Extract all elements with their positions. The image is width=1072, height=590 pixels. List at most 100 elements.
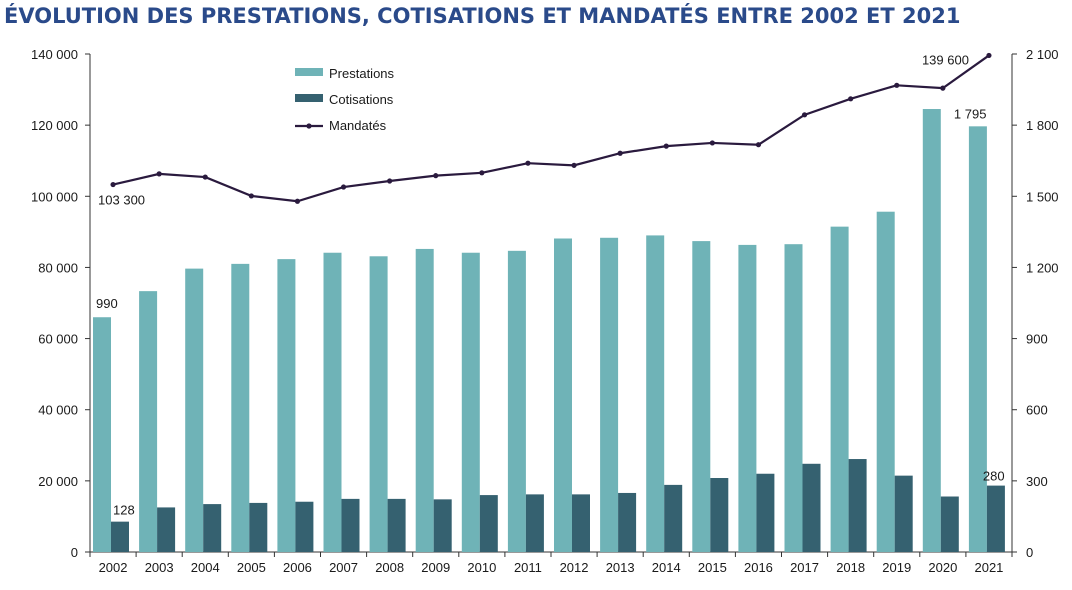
legend-label-prestations: Prestations <box>329 66 395 81</box>
left-tick-label: 20 000 <box>38 474 78 489</box>
bar-cotisations <box>387 498 406 552</box>
legend-label-cotisations: Cotisations <box>329 92 394 107</box>
x-tick-label: 2013 <box>606 560 635 575</box>
right-tick-label: 900 <box>1026 332 1048 347</box>
left-tick-label: 80 000 <box>38 260 78 275</box>
bar-prestations <box>507 250 526 553</box>
point-mandates <box>755 142 762 148</box>
point-mandates <box>617 150 623 156</box>
bar-prestations <box>231 263 250 552</box>
x-tick-label: 2015 <box>698 560 727 575</box>
bar-prestations <box>784 244 803 552</box>
bar-cotisations <box>572 494 590 552</box>
left-tick-label: 60 000 <box>38 332 78 347</box>
left-tick-label: 0 <box>71 545 78 560</box>
right-tick-label: 1 200 <box>1026 260 1059 275</box>
x-tick-label: 2012 <box>560 560 589 575</box>
right-tick-label: 1 500 <box>1026 189 1059 204</box>
point-mandates <box>340 184 347 190</box>
point-mandates <box>110 181 116 188</box>
x-tick-label: 2004 <box>191 560 220 575</box>
data-label-prestations-2021: 1 795 <box>954 106 987 121</box>
bar-cotisations <box>111 521 129 552</box>
point-mandates <box>479 170 485 176</box>
point-mandates <box>801 112 808 118</box>
point-mandates <box>387 178 393 184</box>
bar-prestations <box>554 238 572 553</box>
data-label-mandates-2002: 103 300 <box>98 193 145 208</box>
bar-prestations <box>876 211 895 552</box>
x-tick-label: 2010 <box>467 560 496 575</box>
bar-prestations <box>185 268 204 552</box>
bar-cotisations <box>848 459 867 552</box>
x-tick-label: 2011 <box>514 560 542 575</box>
left-tick-label: 120 000 <box>31 118 78 133</box>
point-mandates <box>894 82 900 88</box>
data-label-cotisations-2021: 280 <box>983 469 1005 484</box>
x-tick-label: 2002 <box>99 560 128 575</box>
bar-prestations <box>93 317 111 552</box>
data-label-prestations-2002: 990 <box>96 296 118 311</box>
bar-prestations <box>968 126 987 552</box>
bar-prestations <box>139 291 158 552</box>
bar-cotisations <box>894 475 913 552</box>
legend-marker-mandates <box>306 123 312 129</box>
bar-prestations <box>415 248 434 552</box>
x-tick-label: 2014 <box>652 560 681 575</box>
bar-prestations <box>738 244 757 552</box>
bar-cotisations <box>986 485 1005 552</box>
x-tick-label: 2009 <box>421 560 450 575</box>
bar-cotisations <box>295 501 314 552</box>
bar-cotisations <box>479 495 498 552</box>
bar-prestations <box>277 259 296 552</box>
right-tick-label: 2 100 <box>1026 47 1059 62</box>
point-mandates <box>986 52 992 59</box>
bar-prestations <box>461 252 480 552</box>
data-label-mandates-2021: 139 600 <box>922 52 969 67</box>
point-mandates <box>525 160 531 166</box>
x-tick-label: 2019 <box>882 560 911 575</box>
x-tick-label: 2017 <box>790 560 819 575</box>
bar-cotisations <box>710 478 729 552</box>
point-mandates <box>663 143 669 149</box>
x-tick-label: 2006 <box>283 560 312 575</box>
bar-cotisations <box>525 494 544 552</box>
x-tick-label: 2005 <box>237 560 266 575</box>
point-mandates <box>571 162 577 168</box>
bar-prestations <box>600 237 619 553</box>
bar-cotisations <box>249 502 268 552</box>
right-tick-label: 300 <box>1026 474 1048 489</box>
point-mandates <box>848 96 854 102</box>
left-tick-label: 100 000 <box>31 189 78 204</box>
bar-prestations <box>323 252 342 552</box>
legend-swatch-prestations <box>295 68 323 76</box>
bar-cotisations <box>203 504 222 552</box>
point-mandates <box>433 173 439 179</box>
point-mandates <box>202 174 208 180</box>
bar-cotisations <box>664 484 683 552</box>
point-mandates <box>248 193 254 199</box>
bar-prestations <box>692 241 711 552</box>
left-tick-label: 40 000 <box>38 403 78 418</box>
x-tick-label: 2016 <box>744 560 773 575</box>
legend-swatch-cotisations <box>295 94 323 102</box>
point-mandates <box>940 85 946 91</box>
left-tick-label: 140 000 <box>31 47 78 62</box>
right-tick-label: 0 <box>1026 545 1033 560</box>
bar-cotisations <box>756 473 775 552</box>
bar-cotisations <box>940 496 959 552</box>
legend-label-mandates: Mandatés <box>329 118 387 133</box>
point-mandates <box>709 140 715 146</box>
right-tick-label: 1 800 <box>1026 118 1059 133</box>
x-tick-label: 2018 <box>836 560 865 575</box>
bar-prestations <box>922 109 941 552</box>
point-mandates <box>156 171 162 177</box>
bar-prestations <box>369 256 388 552</box>
right-tick-label: 600 <box>1026 403 1048 418</box>
x-tick-label: 2020 <box>928 560 957 575</box>
line-mandates <box>112 54 990 203</box>
x-tick-label: 2003 <box>145 560 174 575</box>
x-tick-label: 2021 <box>974 560 1003 575</box>
bar-cotisations <box>341 498 360 552</box>
